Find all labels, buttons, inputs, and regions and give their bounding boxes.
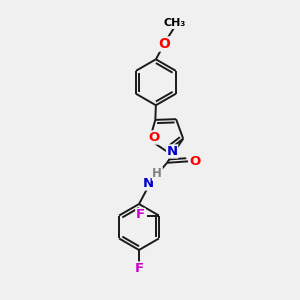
Text: O: O [189,155,200,168]
Text: O: O [149,131,160,144]
Text: N: N [167,145,178,158]
Text: N: N [143,177,154,190]
Text: H: H [152,167,162,180]
Text: F: F [136,208,145,221]
Text: O: O [158,37,170,51]
Text: F: F [134,262,144,275]
Text: CH₃: CH₃ [164,18,186,28]
